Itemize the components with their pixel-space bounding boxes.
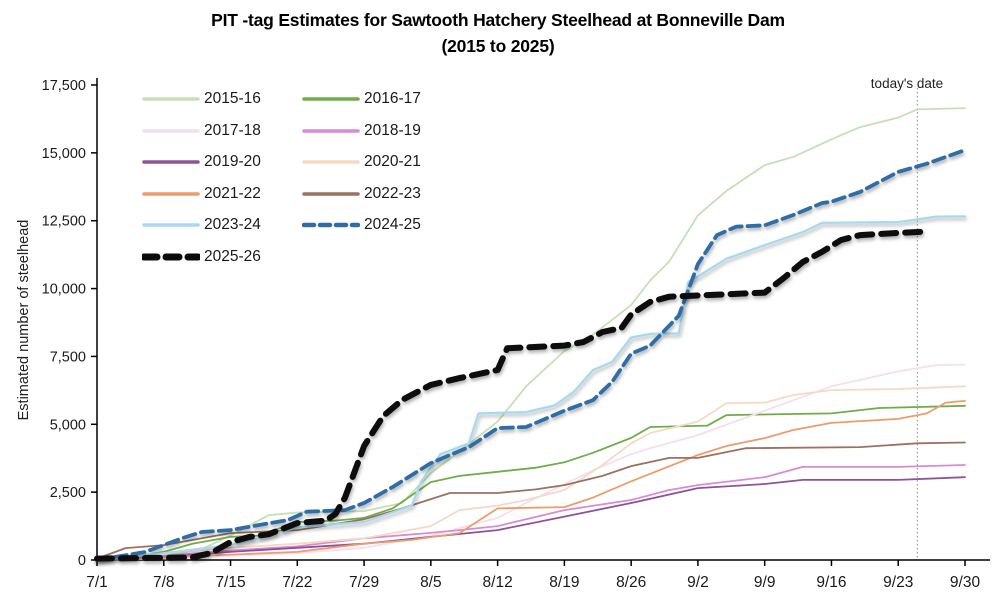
series-line-2020-21 <box>96 385 966 559</box>
legend-swatch-2019-20 <box>142 160 200 164</box>
x-tick-label: 7/22 <box>282 574 312 591</box>
legend-swatch-2023-24 <box>142 223 200 227</box>
legend-swatch-2024-25 <box>302 222 360 228</box>
x-tick-label: 8/19 <box>549 574 579 591</box>
legend-item-2016-17: 2016-17 <box>302 88 472 110</box>
x-tick-label: 8/5 <box>420 574 442 591</box>
y-tick-label: 10,000 <box>42 282 86 298</box>
x-tick-label: 9/2 <box>687 574 709 591</box>
x-tick-label: 9/16 <box>816 574 846 591</box>
legend-label-2021-22: 2021-22 <box>204 184 261 202</box>
legend-swatch-2020-21 <box>302 160 360 164</box>
series-line-2018-19 <box>96 464 966 561</box>
y-tick-label: 17,500 <box>42 78 86 94</box>
legend-label-2023-24: 2023-24 <box>204 216 261 233</box>
legend-item-2021-22: 2021-22 <box>142 183 302 205</box>
legend-swatch-2022-23 <box>302 191 360 196</box>
legend-swatch-2025-26 <box>142 253 200 260</box>
legend-label-2015-16: 2015-16 <box>204 90 261 107</box>
x-tick-label: 7/29 <box>349 574 379 591</box>
legend-label-2017-18: 2017-18 <box>204 121 261 139</box>
legend-item-2025-26: 2025-26 <box>142 246 302 268</box>
x-tick-label: 8/26 <box>616 574 646 591</box>
y-tick-label: 15,000 <box>42 146 86 162</box>
legend-item-2020-21: 2020-21 <box>302 151 472 173</box>
legend-swatch-2018-19 <box>302 128 360 133</box>
legend: 2015-16 2016-17 2017-18 2018-19 2019-20 2020-… <box>142 88 472 268</box>
chart-title: PIT -tag Estimates for Sawtooth Hatchery… <box>0 10 996 57</box>
y-tick-label: 7,500 <box>50 349 86 365</box>
series-line-2019-20 <box>96 476 966 561</box>
legend-swatch-2016-17 <box>302 97 360 101</box>
today-date-annotation: today's date <box>870 76 944 91</box>
legend-item-2022-23: 2022-23 <box>302 183 472 205</box>
legend-item-2024-25: 2024-25 <box>302 214 472 236</box>
x-tick-label: 7/15 <box>215 574 245 591</box>
series-line-2023-24 <box>95 215 967 562</box>
legend-item-2023-24: 2023-24 <box>142 214 302 236</box>
legend-label-2019-20: 2019-20 <box>204 153 261 170</box>
legend-label-2016-17: 2016-17 <box>364 90 421 107</box>
x-tick-label: 9/30 <box>950 574 981 591</box>
series-line-2016-17 <box>96 404 966 561</box>
legend-label-2022-23: 2022-23 <box>364 184 421 202</box>
legend-label-2024-25: 2024-25 <box>364 216 421 233</box>
legend-item-2015-16: 2015-16 <box>142 88 302 110</box>
x-tick-label: 7/8 <box>153 574 175 591</box>
series-line-2025-26 <box>94 228 930 562</box>
chart-title-line1: PIT -tag Estimates for Sawtooth Hatchery… <box>211 10 785 30</box>
x-tick-label: 9/9 <box>754 574 776 591</box>
x-tick-label: 7/1 <box>86 574 108 591</box>
chart-title-line2: (2015 to 2025) <box>441 36 555 56</box>
series-line-2021-22 <box>96 400 966 561</box>
legend-item-2019-20: 2019-20 <box>142 151 302 173</box>
y-tick-label: 12,500 <box>42 214 86 230</box>
legend-label-2018-19: 2018-19 <box>364 121 421 139</box>
x-tick-label: 8/12 <box>483 574 513 591</box>
y-tick-label: 5,000 <box>50 417 86 433</box>
legend-item-2017-18: 2017-18 <box>142 120 302 142</box>
legend-swatch-2015-16 <box>142 97 200 101</box>
x-tick-label: 9/23 <box>883 574 913 591</box>
legend-label-2020-21: 2020-21 <box>364 153 421 170</box>
legend-swatch-2021-22 <box>142 191 200 196</box>
y-axis-title: Estimated number of steelhead <box>16 219 32 421</box>
legend-item-2018-19: 2018-19 <box>302 120 472 142</box>
y-tick-label: 2,500 <box>50 485 86 501</box>
legend-swatch-2017-18 <box>142 128 200 133</box>
y-tick-label: 0 <box>78 553 86 569</box>
series-line-2017-18 <box>96 363 966 561</box>
legend-label-2025-26: 2025-26 <box>204 247 261 265</box>
series-line-2022-23 <box>96 441 966 560</box>
series-line-2024-25 <box>95 148 967 562</box>
